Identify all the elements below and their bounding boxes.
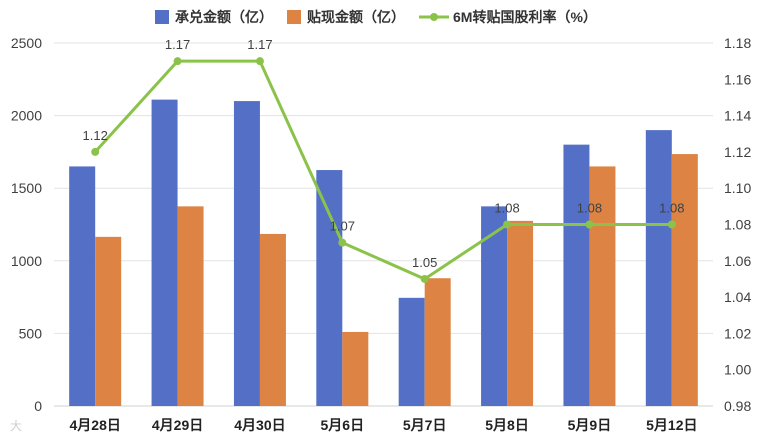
legend-label: 承兑金额（亿） [175, 9, 273, 25]
left-axis: 0 500 1000 1500 2000 2500 [11, 35, 42, 414]
rate-data-label: 1.08 [577, 201, 602, 216]
bar-acceptance [563, 144, 590, 406]
legend-swatch [287, 10, 301, 24]
category-label: 4月29日 [152, 417, 203, 433]
left-tick-label: 1000 [11, 253, 42, 269]
right-tick-label: 1.18 [724, 35, 751, 51]
bar-acceptance [481, 206, 508, 406]
legend-label: 6M转贴国股利率（%） [453, 9, 597, 25]
bar-discount [424, 278, 451, 406]
rate-point [91, 147, 100, 156]
right-tick-label: 1.10 [724, 180, 751, 196]
bar-acceptance [151, 99, 178, 407]
category-label: 5月12日 [646, 417, 697, 433]
right-tick-label: 1.08 [724, 217, 751, 233]
rate-data-label: 1.05 [412, 255, 437, 270]
right-tick-label: 1.04 [724, 289, 751, 305]
rate-point [585, 220, 594, 229]
legend-swatch [155, 10, 169, 24]
left-tick-label: 0 [34, 398, 42, 414]
rate-data-label: 1.17 [247, 37, 272, 52]
bar-discount [177, 206, 204, 406]
category-label: 5月6日 [321, 417, 365, 433]
rate-line: 1.12 1.17 1.17 1.07 1.05 1.08 1.08 1.08 [83, 37, 684, 283]
right-tick-label: 1.06 [724, 253, 751, 269]
right-tick-label: 1.12 [724, 144, 751, 160]
right-axis: 0.98 1.00 1.02 1.04 1.06 1.08 1.10 1.12 1.14 1.16… [724, 35, 751, 414]
legend-label: 贴现金额（亿） [307, 9, 405, 25]
right-tick-label: 1.02 [724, 325, 751, 341]
right-tick-label: 1.14 [724, 108, 751, 124]
right-tick-label: 0.98 [724, 398, 751, 414]
legend: 承兑金额（亿） 贴现金额（亿） 6M转贴国股利率（%） [155, 9, 597, 25]
watermark-text: 大 [10, 419, 22, 433]
legend-marker [430, 13, 438, 21]
right-tick-label: 1.16 [724, 71, 751, 87]
bar-discount [95, 236, 122, 406]
bar-discount [259, 233, 286, 406]
rate-data-label: 1.08 [494, 201, 519, 216]
category-label: 4月30日 [234, 417, 285, 433]
bar-discount [507, 220, 534, 406]
rate-data-label: 1.07 [330, 219, 355, 234]
rate-point [255, 57, 264, 66]
bar-acceptance [398, 297, 425, 406]
bar-discount [671, 154, 698, 406]
bar-discount [342, 331, 369, 406]
left-tick-label: 2000 [11, 108, 42, 124]
right-tick-label: 1.00 [724, 362, 751, 378]
category-label: 5月9日 [568, 417, 612, 433]
rate-polyline [94, 59, 672, 281]
category-label: 4月28日 [70, 417, 121, 433]
category-axis: 4月28日 4月29日 4月30日 5月6日 5月7日 5月8日 5月9日 5月12日 [70, 417, 698, 433]
rate-point [667, 220, 676, 229]
rate-point [503, 220, 512, 229]
rate-point [338, 238, 347, 247]
bar-acceptance [233, 101, 260, 406]
bar-acceptance [645, 130, 672, 406]
bars [69, 99, 698, 407]
bar-acceptance [69, 166, 96, 406]
left-tick-label: 1500 [11, 180, 42, 196]
bar-acceptance [316, 170, 343, 406]
category-label: 5月7日 [403, 417, 447, 433]
left-tick-label: 2500 [11, 35, 42, 51]
rate-data-label: 1.17 [165, 37, 190, 52]
rate-point [173, 57, 182, 66]
rate-data-label: 1.12 [83, 128, 108, 143]
rate-point [420, 274, 429, 283]
category-label: 5月8日 [485, 417, 529, 433]
bar-discount [589, 166, 616, 406]
left-tick-label: 500 [19, 325, 43, 341]
rate-data-label: 1.08 [659, 201, 684, 216]
